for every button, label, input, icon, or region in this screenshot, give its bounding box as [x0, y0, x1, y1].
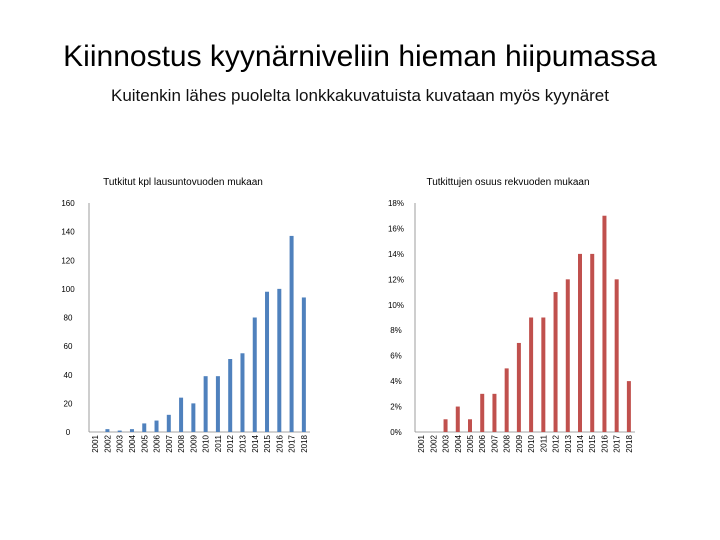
y-tick-label: 18%: [388, 199, 404, 208]
bar: [105, 429, 110, 432]
bar: [277, 288, 282, 432]
x-tick-label: 2004: [454, 434, 463, 452]
x-tick-label: 2009: [189, 434, 198, 452]
x-tick-label: 2004: [128, 434, 137, 452]
bar: [443, 419, 448, 432]
x-tick-label: 2016: [600, 434, 609, 452]
x-tick-label: 2012: [552, 434, 561, 452]
bar: [590, 253, 595, 432]
bar: [191, 403, 196, 432]
x-tick-label: 2007: [165, 434, 174, 452]
y-tick-label: 60: [64, 342, 73, 351]
bar: [179, 397, 184, 432]
chart-title: Tutkitut kpl lausuntovuoden mukaan: [103, 177, 263, 188]
x-tick-label: 2002: [103, 434, 112, 452]
x-tick-label: 2014: [251, 434, 260, 452]
y-tick-label: 2%: [390, 403, 402, 412]
bar: [480, 393, 485, 432]
bar: [215, 376, 220, 432]
x-tick-label: 2011: [214, 434, 223, 452]
bar: [504, 368, 509, 432]
bar: [129, 429, 134, 432]
y-tick-label: 100: [61, 285, 75, 294]
bar: [492, 393, 497, 432]
bar: [203, 376, 208, 432]
bar: [516, 342, 521, 432]
bar: [626, 381, 631, 432]
bar: [154, 420, 159, 432]
y-tick-label: 40: [64, 371, 73, 380]
y-tick-label: 0: [66, 428, 71, 437]
bar: [301, 297, 306, 432]
x-tick-label: 2003: [116, 434, 125, 452]
x-tick-label: 2001: [91, 434, 100, 452]
y-tick-label: 0%: [390, 428, 402, 437]
x-tick-label: 2005: [140, 434, 149, 452]
x-tick-label: 2008: [177, 434, 186, 452]
x-tick-label: 2007: [490, 434, 499, 452]
y-tick-label: 8%: [390, 326, 402, 335]
x-tick-label: 2017: [288, 434, 297, 452]
chart-title: Tutkittujen osuus rekvuoden mukaan: [426, 177, 589, 188]
bar: [578, 253, 582, 432]
y-tick-label: 14%: [388, 250, 404, 259]
bar: [529, 317, 534, 432]
x-tick-label: 2018: [300, 434, 309, 452]
bar: [240, 353, 245, 432]
bar: [455, 406, 460, 432]
x-tick-label: 2012: [226, 434, 235, 452]
bar: [289, 235, 294, 432]
bar: [265, 291, 270, 432]
x-tick-label: 2005: [466, 434, 475, 452]
x-tick-label: 2001: [417, 434, 426, 452]
slide-title: Kiinnostus kyynärniveliin hieman hiipuma…: [63, 40, 657, 73]
y-tick-label: 160: [61, 199, 75, 208]
bar: [252, 317, 257, 432]
x-tick-label: 2011: [539, 434, 548, 452]
x-tick-label: 2009: [515, 434, 524, 452]
bar: [468, 419, 472, 432]
bar: [614, 279, 619, 432]
y-tick-label: 6%: [390, 352, 402, 361]
slide-subtitle: Kuitenkin lähes puolelta lonkkakuvatuist…: [110, 86, 609, 105]
y-tick-label: 16%: [388, 224, 404, 233]
x-tick-label: 2016: [275, 434, 284, 452]
bar: [166, 414, 171, 432]
x-tick-label: 2014: [576, 434, 585, 452]
x-tick-label: 2015: [263, 434, 272, 452]
y-tick-label: 20: [64, 399, 73, 408]
y-tick-label: 10%: [388, 301, 404, 310]
x-tick-label: 2015: [588, 434, 597, 452]
y-tick-label: 12%: [388, 275, 404, 284]
bar: [228, 359, 233, 432]
x-tick-label: 2018: [625, 434, 634, 452]
bar: [565, 279, 570, 432]
x-tick-label: 2013: [238, 434, 247, 452]
x-tick-label: 2002: [429, 434, 438, 452]
bar: [602, 215, 607, 432]
bar: [541, 317, 546, 432]
y-tick-label: 4%: [390, 377, 402, 386]
x-tick-label: 2010: [527, 434, 536, 452]
bar: [553, 292, 558, 432]
chart-share-by-year: Tutkittujen osuus rekvuoden mukaan 0% 2% 4…: [388, 177, 635, 453]
x-tick-label: 2013: [564, 434, 573, 452]
bar: [117, 430, 122, 432]
x-tick-label: 2006: [478, 434, 487, 452]
x-tick-label: 2008: [503, 434, 512, 452]
x-tick-label: 2006: [153, 434, 162, 452]
x-tick-label: 2017: [613, 434, 622, 452]
x-tick-label: 2010: [202, 434, 211, 452]
y-tick-label: 140: [61, 228, 75, 237]
bar: [142, 423, 147, 432]
y-tick-label: 80: [64, 314, 73, 323]
x-tick-label: 2003: [442, 434, 451, 452]
chart-count-by-year: Tutkitut kpl lausuntovuoden mukaan 0 20 40…: [61, 177, 310, 453]
y-tick-label: 120: [61, 256, 75, 265]
